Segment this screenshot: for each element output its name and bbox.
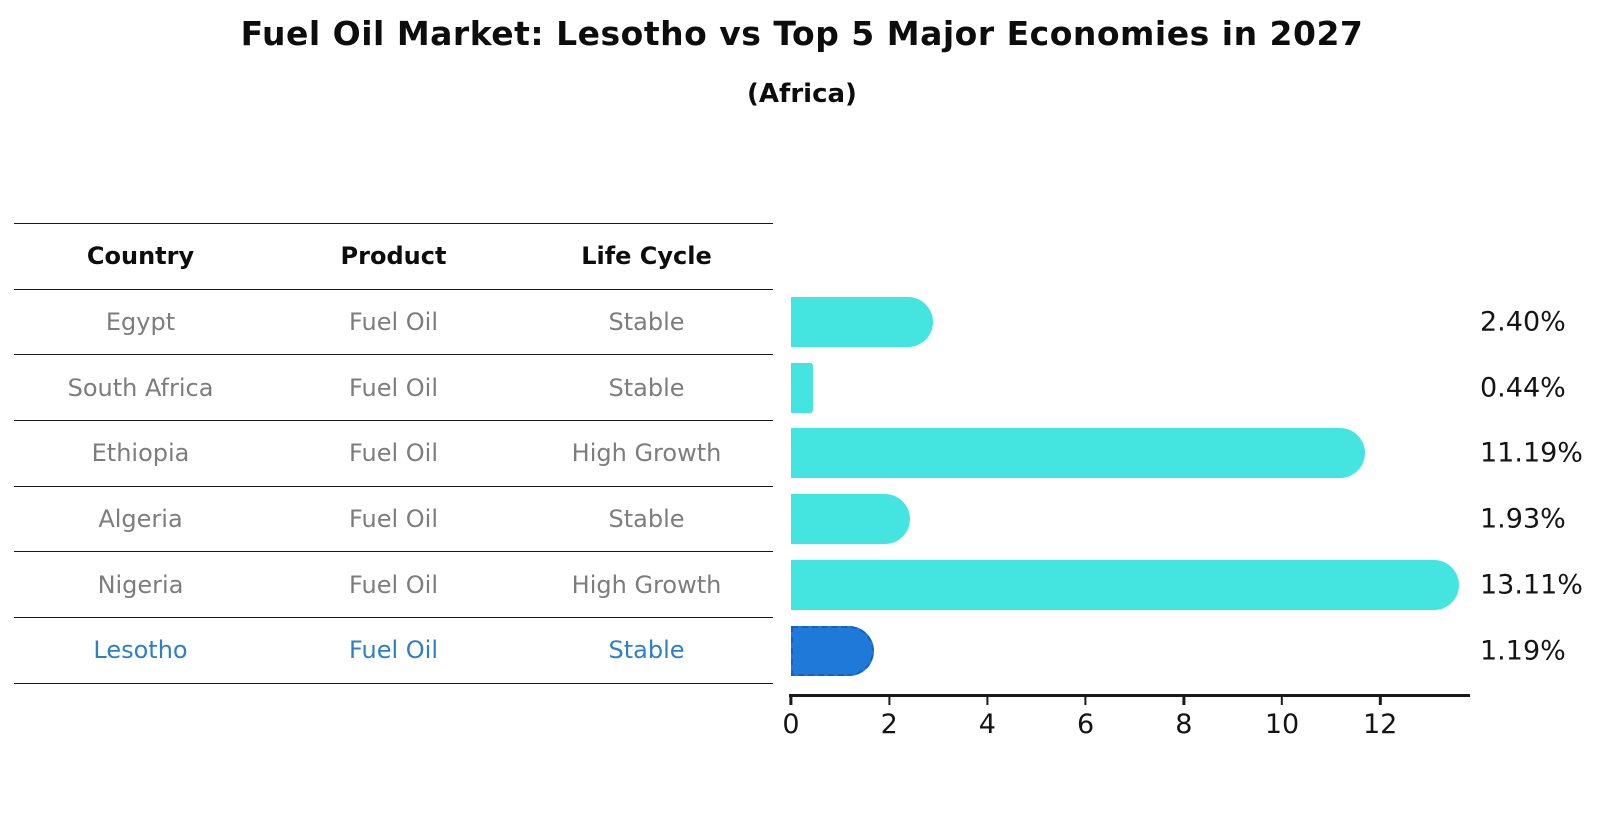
tick-mark [1280, 696, 1284, 705]
tick-label: 10 [1264, 709, 1300, 740]
life-cycle-cell: Stable [608, 636, 685, 665]
bar-egypt [791, 297, 934, 348]
life-cycle-cell: High Growth [571, 439, 722, 468]
country-cell: Lesotho [93, 636, 188, 665]
x-axis-tick: 10 [1265, 696, 1299, 740]
country-cell: Algeria [98, 505, 183, 534]
table-header-row: Country Product Life Cycle [14, 224, 773, 290]
country-cell: South Africa [67, 373, 214, 402]
tick-label: 6 [1077, 709, 1095, 740]
bar-algeria [791, 494, 911, 545]
tick-mark [1182, 696, 1186, 705]
x-axis-tick: 0 [782, 696, 800, 740]
value-label-ethiopia: 11.19% [1480, 437, 1583, 469]
tick-mark [1378, 696, 1382, 705]
tick-label: 8 [1175, 709, 1193, 740]
tick-mark [789, 696, 793, 705]
table-row-egypt: Egypt Fuel Oil Stable [14, 290, 773, 356]
tick-label: 4 [978, 709, 996, 740]
column-header-product: Product [340, 242, 447, 271]
x-axis-line [789, 694, 1470, 697]
life-cycle-cell: Stable [608, 308, 685, 337]
life-cycle-cell: Stable [608, 505, 685, 534]
value-label-nigeria: 13.11% [1480, 569, 1583, 601]
product-cell: Fuel Oil [349, 636, 438, 665]
life-cycle-cell: High Growth [571, 570, 722, 599]
x-axis-tick: 12 [1363, 696, 1397, 740]
product-cell: Fuel Oil [349, 505, 438, 534]
product-cell: Fuel Oil [349, 570, 438, 599]
product-cell: Fuel Oil [349, 373, 438, 402]
table-row-lesotho-highlighted: Lesotho Fuel Oil Stable [14, 618, 773, 684]
chart-title: Fuel Oil Market: Lesotho vs Top 5 Major … [240, 14, 1364, 53]
x-axis-tick: 6 [1077, 696, 1094, 740]
tick-mark [986, 696, 989, 705]
chart-subtitle: (Africa) [747, 79, 857, 109]
value-label-egypt: 2.40% [1480, 306, 1566, 338]
country-cell: Egypt [105, 308, 176, 337]
column-header-country: Country [86, 242, 195, 271]
product-cell: Fuel Oil [349, 439, 438, 468]
tick-mark [887, 696, 891, 705]
product-cell: Fuel Oil [349, 308, 438, 337]
table-row-south-africa: South Africa Fuel Oil Stable [14, 355, 773, 422]
value-label-algeria: 1.93% [1480, 503, 1566, 535]
table-row-algeria: Algeria Fuel Oil Stable [14, 487, 773, 553]
x-axis-tick: 8 [1175, 696, 1192, 740]
table-row-ethiopia: Ethiopia Fuel Oil High Growth [14, 421, 773, 487]
tick-label: 0 [782, 709, 800, 740]
country-cell: Ethiopia [91, 439, 190, 468]
life-cycle-cell: Stable [608, 373, 685, 402]
x-axis-tick: 2 [881, 696, 898, 740]
tick-label: 2 [880, 709, 898, 740]
value-label-lesotho: 1.19% [1480, 635, 1566, 667]
x-axis-tick: 4 [979, 696, 996, 740]
table-row-nigeria: Nigeria Fuel Oil High Growth [14, 552, 773, 619]
country-cell: Nigeria [97, 570, 184, 599]
country-table: Country Product Life Cycle Egypt Fuel Oi… [14, 223, 773, 684]
column-header-life-cycle: Life Cycle [581, 242, 712, 271]
tick-mark [1084, 696, 1087, 705]
bar-lesotho-highlighted [791, 625, 874, 676]
bar-south-africa [791, 362, 813, 413]
tick-label: 12 [1363, 709, 1398, 740]
bar-ethiopia [791, 428, 1365, 479]
bar-nigeria [791, 559, 1460, 610]
value-label-south-africa: 0.44% [1480, 372, 1566, 404]
